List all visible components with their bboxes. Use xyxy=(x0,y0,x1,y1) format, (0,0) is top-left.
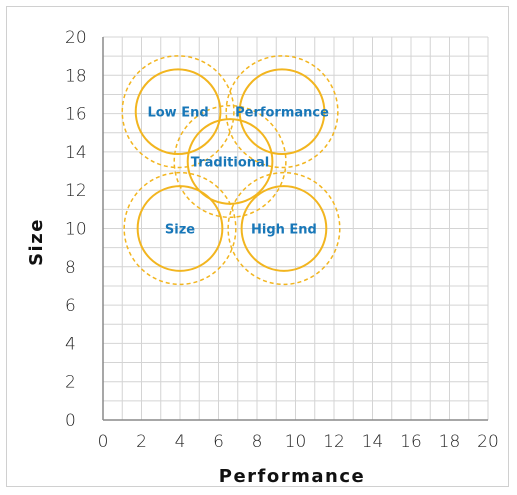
segment-outer-circle xyxy=(173,104,287,219)
segment-outer-circle xyxy=(123,171,237,286)
segment-outer-circle xyxy=(225,55,339,169)
segment-inner-circle xyxy=(136,185,224,272)
y-tick-label: 10 xyxy=(65,220,87,240)
x-tick-label: 0 xyxy=(98,432,109,452)
y-tick-label: 8 xyxy=(65,258,76,278)
segment-label: Traditional xyxy=(191,155,269,170)
y-tick-label: 16 xyxy=(65,105,87,125)
y-tick-label: 6 xyxy=(65,296,76,316)
segment-outer-circle xyxy=(121,55,235,169)
y-tick-label: 4 xyxy=(65,334,76,354)
segment-inner-circle xyxy=(238,68,326,156)
segment-outer-circle xyxy=(227,171,341,286)
x-tick-label: 16 xyxy=(400,432,422,452)
x-tick-label: 4 xyxy=(175,432,186,452)
segment-inner-circle xyxy=(240,185,328,272)
axes xyxy=(102,37,488,421)
y-tick-label: 20 xyxy=(65,28,87,48)
y-tick-label: 2 xyxy=(65,373,76,393)
y-tick-labels: 0 2 4 6 8 10 12 14 16 18 20 xyxy=(65,28,87,431)
segment-labels: Low End Performance Traditional Size High En… xyxy=(147,106,329,238)
y-tick-label: 14 xyxy=(65,143,87,163)
x-tick-label: 8 xyxy=(252,432,263,452)
y-tick-label: 18 xyxy=(65,66,87,86)
y-tick-label: 12 xyxy=(65,181,87,201)
segment-label: Performance xyxy=(235,106,329,121)
segment-label: Low End xyxy=(147,106,208,121)
x-tick-label: 6 xyxy=(213,432,224,452)
x-tick-label: 18 xyxy=(439,432,461,452)
y-tick-label: 0 xyxy=(65,411,76,431)
segment-label: High End xyxy=(251,223,317,238)
y-axis-title: Size xyxy=(26,218,47,266)
segment-inner-circle xyxy=(134,68,222,156)
segment-circles xyxy=(121,55,341,286)
x-tick-label: 20 xyxy=(477,432,499,452)
x-tick-labels: 0 2 4 6 8 10 12 14 16 18 20 xyxy=(98,432,499,452)
x-tick-label: 2 xyxy=(136,432,147,452)
x-axis-title: Performance xyxy=(219,466,365,487)
x-tick-label: 12 xyxy=(323,432,345,452)
segment-label: Size xyxy=(165,223,195,238)
x-tick-label: 14 xyxy=(362,432,384,452)
x-tick-label: 10 xyxy=(285,432,307,452)
